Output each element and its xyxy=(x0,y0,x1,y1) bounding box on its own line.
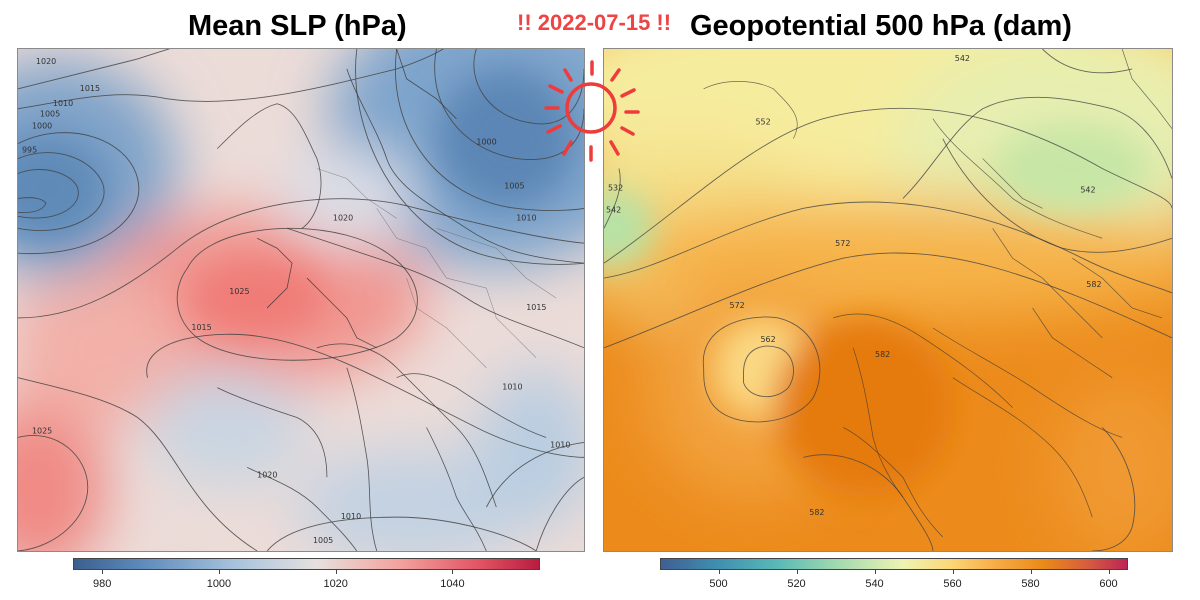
slp-contour-label: 1020 xyxy=(257,470,277,479)
slp-colorbar-tick-mark xyxy=(452,570,454,574)
z500-colorbar-tick: 600 xyxy=(1099,578,1118,590)
z500-colorbar-tick-mark xyxy=(952,570,954,574)
z500-map: 542 552 532 542 542 572 582 572 562 582 … xyxy=(603,48,1173,552)
slp-contour-label: 1015 xyxy=(191,323,211,332)
z500-colorbar-tick: 520 xyxy=(787,578,806,590)
slp-contour-label: 1005 xyxy=(504,181,524,190)
z500-contour-label: 582 xyxy=(875,350,890,359)
z500-contour-label: 572 xyxy=(835,239,850,248)
slp-contour-label: 1005 xyxy=(313,536,333,545)
slp-contour-label: 1025 xyxy=(229,287,249,296)
slp-map: 1020 1015 1010 1005 1000 995 1020 1025 1… xyxy=(17,48,585,552)
z500-contour-label: 542 xyxy=(955,54,970,63)
z500-contour-label: 542 xyxy=(1080,185,1095,194)
slp-colorbar xyxy=(73,558,540,570)
slp-colorbar-tick-mark xyxy=(335,570,337,574)
z500-contour-label: 562 xyxy=(760,335,775,344)
z500-colorbar-tick: 540 xyxy=(865,578,884,590)
slp-panel-title: Mean SLP (hPa) xyxy=(188,10,407,42)
slp-contour-label: 1020 xyxy=(333,213,353,222)
z500-panel-title: Geopotential 500 hPa (dam) xyxy=(690,10,1072,42)
z500-map-graphic: 542 552 532 542 542 572 582 572 562 582 … xyxy=(604,49,1172,551)
slp-contour-label: 1025 xyxy=(32,426,52,435)
slp-contour-label: 1010 xyxy=(53,99,73,108)
z500-colorbar-tick: 580 xyxy=(1021,578,1040,590)
z500-contour-label: 532 xyxy=(608,183,623,192)
z500-contour-label: 582 xyxy=(809,508,824,517)
slp-contour-label: 1015 xyxy=(526,303,546,312)
z500-contour-label: 542 xyxy=(606,205,621,214)
z500-contour-label: 582 xyxy=(1086,280,1101,289)
z500-colorbar-tick: 500 xyxy=(709,578,728,590)
slp-contour-label: 1010 xyxy=(550,440,570,449)
z500-colorbar-tick-mark xyxy=(718,570,720,574)
slp-colorbar-tick-mark xyxy=(102,570,104,574)
z500-contour-label: 572 xyxy=(730,301,745,310)
slp-colorbar-tick: 980 xyxy=(93,578,112,590)
slp-contour-label: 1015 xyxy=(80,84,100,93)
slp-contour-label: 1000 xyxy=(476,138,496,147)
slp-map-graphic: 1020 1015 1010 1005 1000 995 1020 1025 1… xyxy=(18,49,584,551)
slp-contour-label: 1010 xyxy=(341,512,361,521)
sun-icon xyxy=(544,60,640,162)
slp-contour-label: 1010 xyxy=(502,383,522,392)
z500-colorbar-tick-mark xyxy=(1030,570,1032,574)
z500-colorbar xyxy=(660,558,1128,570)
z500-colorbar-tick: 560 xyxy=(943,578,962,590)
slp-colorbar-tick-mark xyxy=(218,570,220,574)
slp-contour-label: 1010 xyxy=(516,213,536,222)
slp-colorbar-tick: 1000 xyxy=(206,578,232,590)
slp-contour-label: 1005 xyxy=(40,110,60,119)
slp-colorbar-tick: 1040 xyxy=(440,578,465,590)
z500-colorbar-tick-mark xyxy=(796,570,798,574)
z500-colorbar-tick-mark xyxy=(1108,570,1110,574)
slp-contour-label: 1020 xyxy=(36,57,56,66)
slp-colorbar-tick: 1020 xyxy=(323,578,348,590)
slp-contour-label: 995 xyxy=(22,146,37,155)
date-banner: !! 2022-07-15 !! xyxy=(517,10,672,35)
z500-colorbar-tick-mark xyxy=(874,570,876,574)
z500-contour-label: 552 xyxy=(755,118,770,127)
slp-contour-label: 1000 xyxy=(32,122,52,131)
